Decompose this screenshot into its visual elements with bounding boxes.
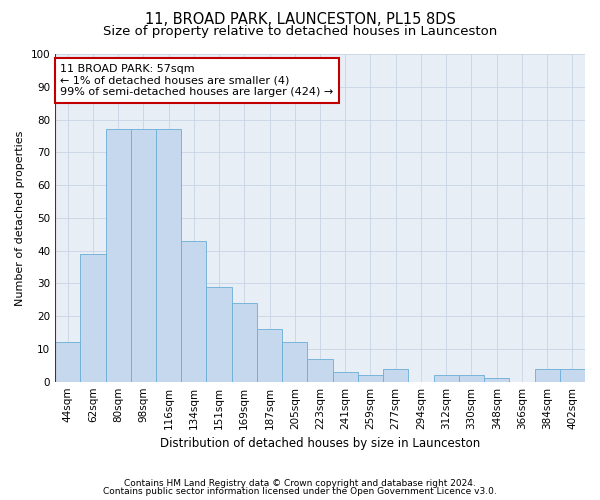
Bar [282, 342, 307, 382]
Bar [560, 368, 585, 382]
Bar [156, 130, 181, 382]
Bar [131, 130, 156, 382]
Bar [535, 368, 560, 382]
Bar [106, 130, 131, 382]
Bar [181, 241, 206, 382]
Text: Contains HM Land Registry data © Crown copyright and database right 2024.: Contains HM Land Registry data © Crown c… [124, 478, 476, 488]
Text: Size of property relative to detached houses in Launceston: Size of property relative to detached ho… [103, 25, 497, 38]
Text: Contains public sector information licensed under the Open Government Licence v3: Contains public sector information licen… [103, 487, 497, 496]
Bar [206, 286, 232, 382]
X-axis label: Distribution of detached houses by size in Launceston: Distribution of detached houses by size … [160, 437, 480, 450]
Bar [80, 254, 106, 382]
Bar [484, 378, 509, 382]
Bar [332, 372, 358, 382]
Y-axis label: Number of detached properties: Number of detached properties [15, 130, 25, 306]
Bar [383, 368, 409, 382]
Bar [232, 303, 257, 382]
Bar [358, 375, 383, 382]
Bar [55, 342, 80, 382]
Bar [434, 375, 459, 382]
Text: 11 BROAD PARK: 57sqm
← 1% of detached houses are smaller (4)
99% of semi-detache: 11 BROAD PARK: 57sqm ← 1% of detached ho… [61, 64, 334, 97]
Text: 11, BROAD PARK, LAUNCESTON, PL15 8DS: 11, BROAD PARK, LAUNCESTON, PL15 8DS [145, 12, 455, 28]
Bar [459, 375, 484, 382]
Bar [257, 330, 282, 382]
Bar [307, 358, 332, 382]
